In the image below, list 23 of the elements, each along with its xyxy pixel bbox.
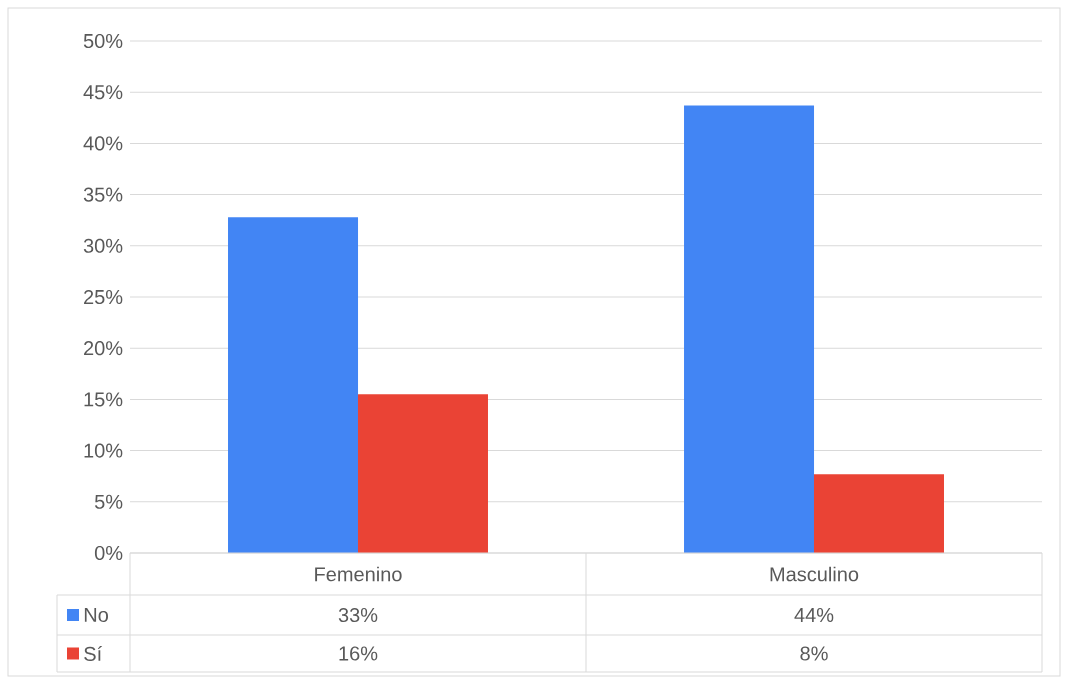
y-tick-label: 25% bbox=[84, 289, 123, 305]
bar bbox=[684, 105, 815, 553]
bar bbox=[813, 474, 944, 553]
y-tick-label: 50% bbox=[83, 33, 123, 49]
y-tick-label: 0% bbox=[94, 545, 123, 561]
data-label: 33% bbox=[338, 607, 378, 623]
y-tick-label: 45% bbox=[83, 85, 123, 100]
y-tick-label: 10% bbox=[84, 443, 123, 458]
data-label: 44% bbox=[794, 608, 834, 623]
legend-label: Sí bbox=[84, 646, 103, 661]
y-tick-label: 40% bbox=[83, 136, 123, 151]
x-tick-label: Masculino bbox=[770, 566, 859, 582]
data-label: 8% bbox=[800, 646, 828, 661]
y-tick-label: 15% bbox=[84, 392, 123, 407]
bar bbox=[228, 217, 359, 553]
y-tick-label: 35% bbox=[83, 187, 123, 202]
legend-label: No bbox=[84, 608, 108, 622]
data-label: 16% bbox=[339, 646, 378, 661]
y-tick-label: 30% bbox=[83, 238, 123, 253]
y-tick-label: 5% bbox=[94, 494, 123, 509]
bar bbox=[357, 394, 488, 553]
x-tick-label: Femenino bbox=[315, 566, 402, 582]
y-tick-label: 20% bbox=[84, 341, 123, 356]
